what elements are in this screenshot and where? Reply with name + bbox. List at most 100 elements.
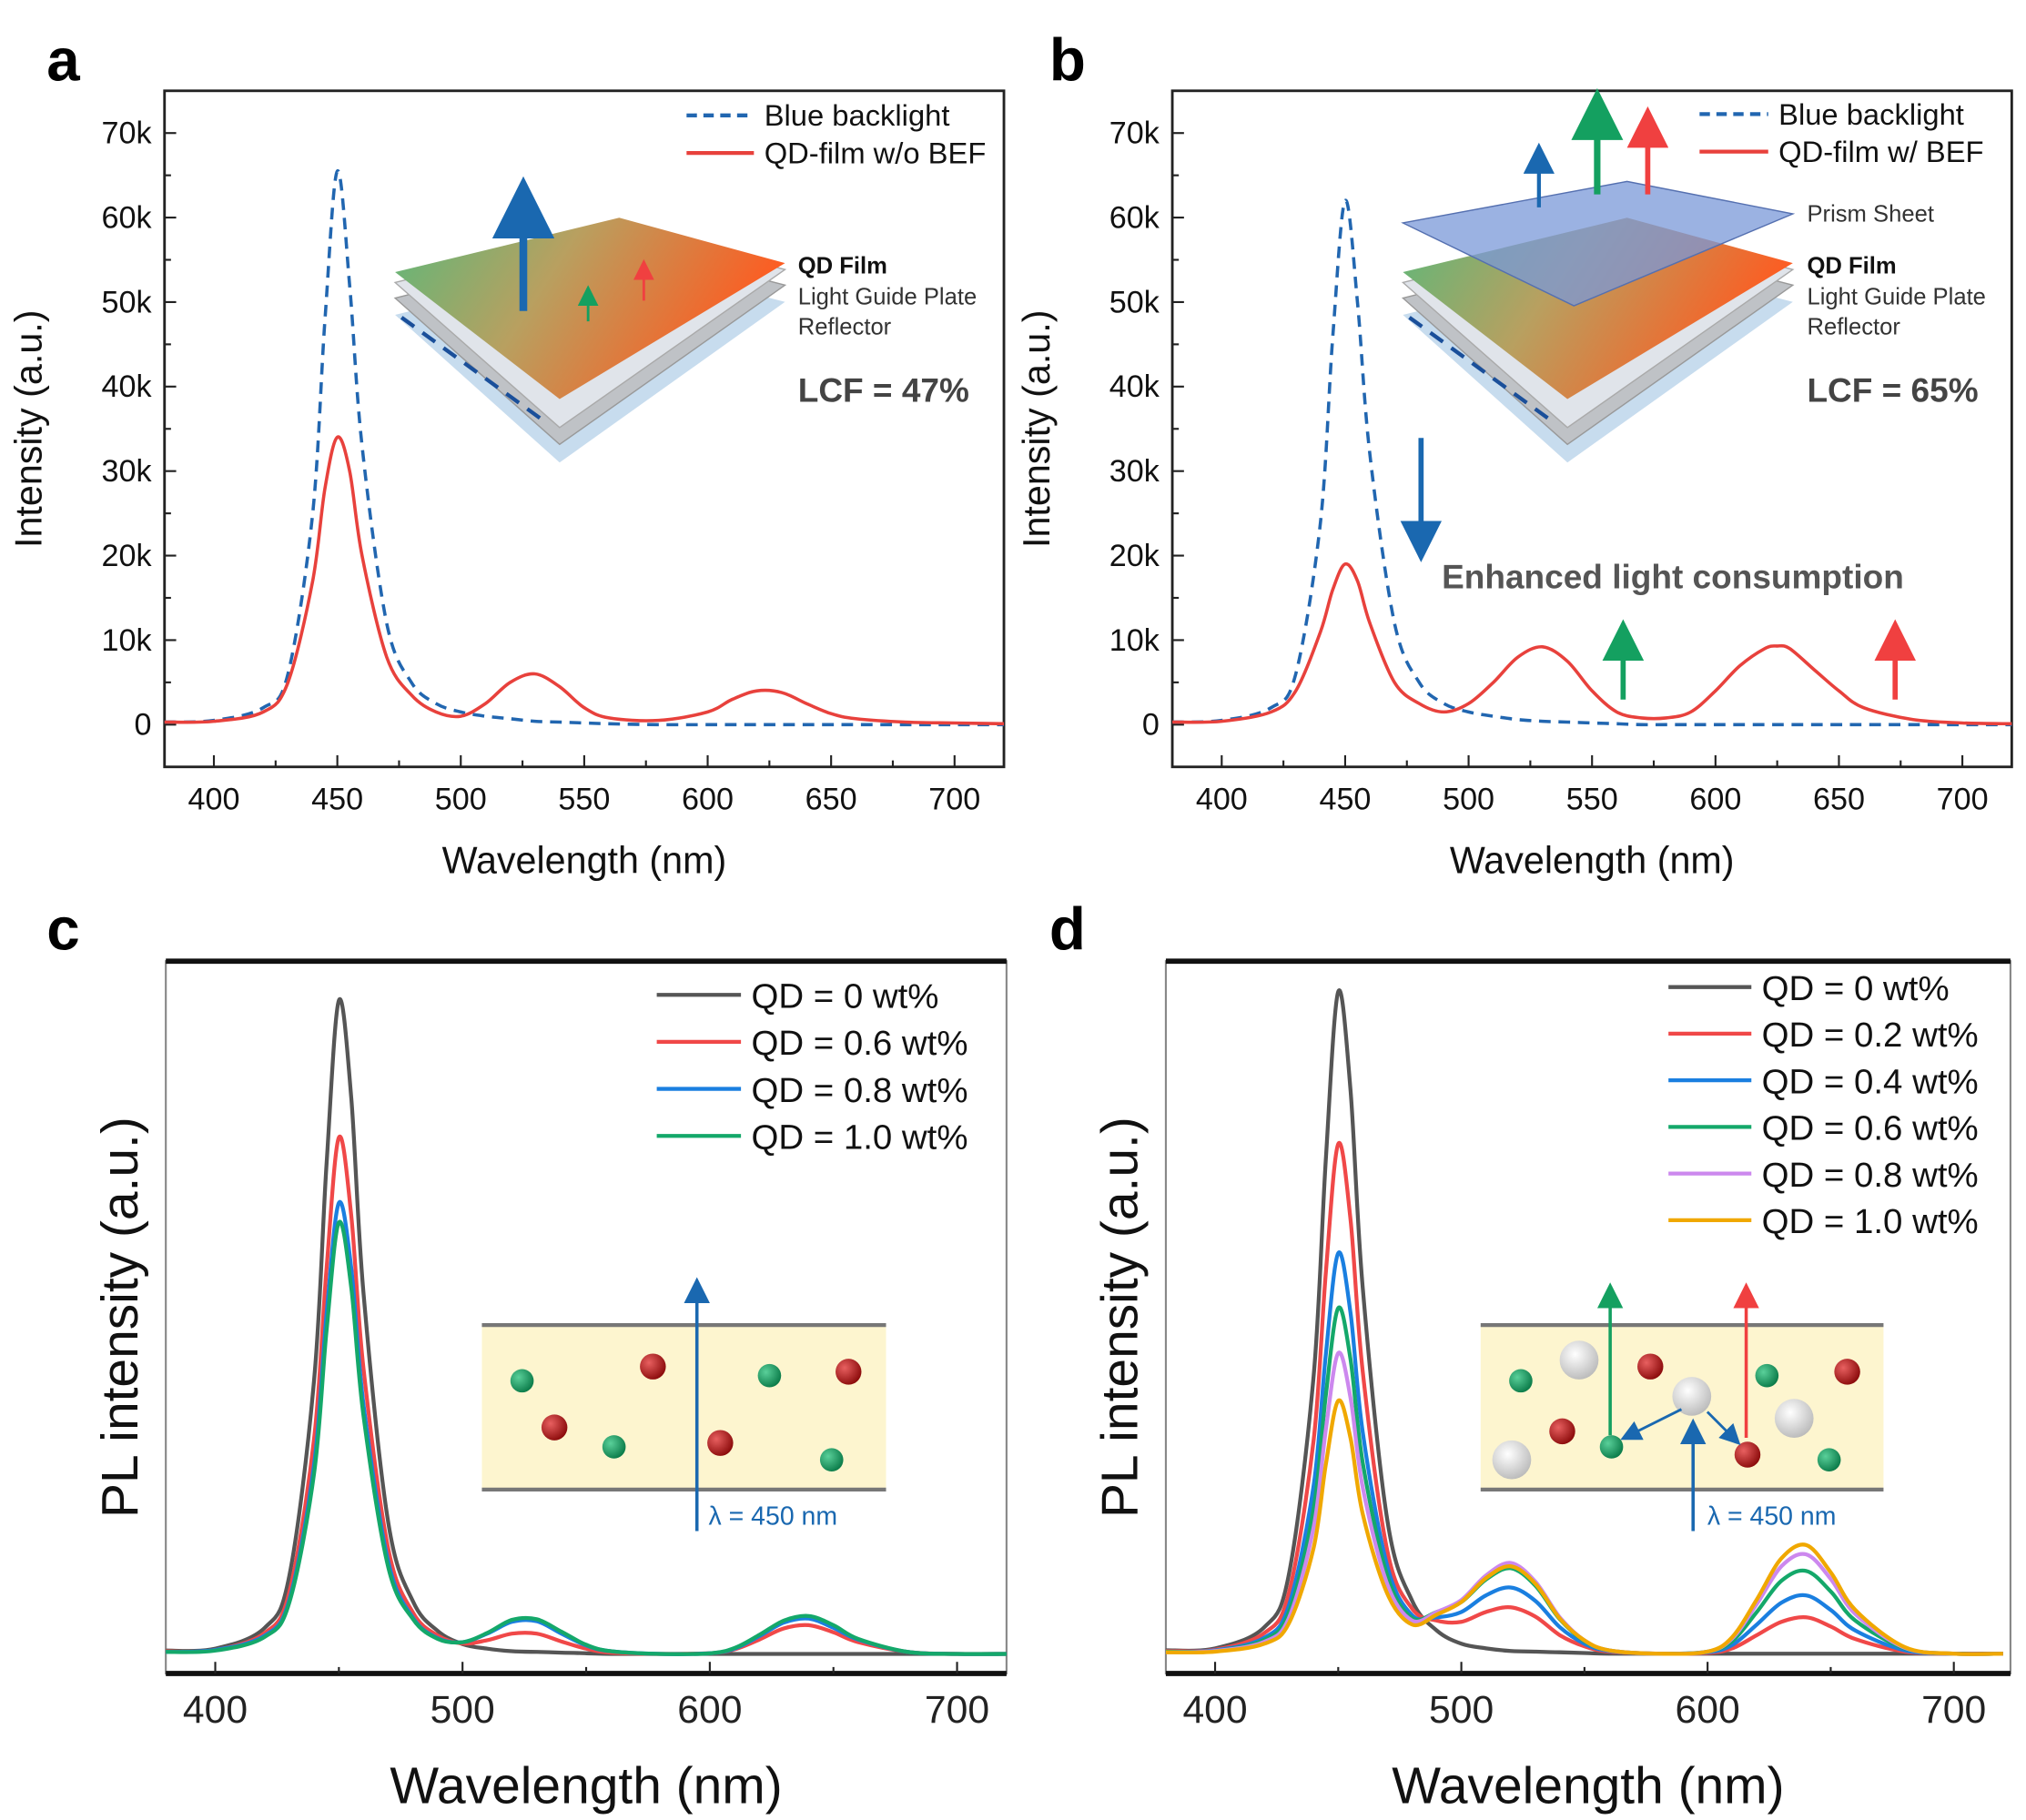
x-tick-label: 700	[1937, 783, 1989, 817]
x-tick-label: 550	[558, 783, 610, 817]
annotation-enhanced-light: Enhanced light consumption	[1442, 558, 1904, 595]
label-qd-film: QD Film	[1807, 253, 1896, 278]
x-tick-label: 400	[1196, 783, 1248, 817]
label-prism-sheet: Prism Sheet	[1807, 202, 1933, 228]
legend-label: QD = 0.6 wt%	[1762, 1109, 1979, 1148]
series-line-qd-0-wt-	[1165, 988, 2003, 1656]
series-line-blue-backlight	[164, 169, 1005, 727]
x-tick-label: 700	[928, 783, 980, 817]
y-tick-label: 40k	[101, 369, 152, 404]
y-tick-label: 30k	[101, 454, 152, 489]
legend: QD = 0 wt% QD = 0.6 wt% QD = 0.8 wt% QD = 1…	[656, 976, 967, 1157]
label-qd-film: QD Film	[798, 253, 887, 278]
red-qd-dots	[1549, 1353, 1860, 1468]
scatter-arrow-icon	[1706, 1410, 1741, 1446]
x-tick-label: 400	[183, 1688, 248, 1732]
x-tick-label: 450	[1319, 783, 1371, 817]
scatter-arrow-icon	[1620, 1408, 1683, 1441]
legend-label: QD-film w/o BEF	[765, 136, 987, 169]
series-line-qd-0-6-wt-	[166, 1134, 1007, 1656]
y-tick-label: 70k	[101, 116, 152, 151]
lcf-value: LCF = 65%	[1807, 371, 1978, 409]
prism-sheet-layer	[1401, 180, 1796, 307]
legend: QD = 0 wt% QD = 0.2 wt% QD = 0.4 wt% QD = 0…	[1668, 969, 1979, 1241]
x-axis-label: Wavelength (nm)	[1450, 839, 1735, 881]
x-axis-label: Wavelength (nm)	[390, 1756, 782, 1815]
x-axis-label: Wavelength (nm)	[442, 839, 727, 881]
legend-label: QD = 0.4 wt%	[1762, 1062, 1979, 1101]
legend-label: QD = 0 wt%	[1762, 969, 1950, 1008]
x-tick-label: 700	[925, 1688, 989, 1732]
series-line-qd-0-4-wt-	[1165, 1250, 2003, 1656]
panel-label-a: a	[46, 26, 80, 93]
y-tick-label: 10k	[101, 623, 152, 658]
y-axis-label: Intensity (a.u.)	[8, 310, 50, 548]
legend: Blue backlight QD-film w/o BEF	[686, 98, 986, 169]
legend-label: QD = 0.8 wt%	[751, 1071, 967, 1110]
panel-label-d: d	[1049, 895, 1086, 962]
x-tick-label: 450	[311, 783, 363, 817]
y-tick-label: 70k	[1109, 116, 1160, 151]
legend-label: QD = 0.8 wt%	[1762, 1156, 1979, 1195]
panel-label-b: b	[1049, 26, 1086, 93]
legend-label: QD = 1.0 wt%	[751, 1117, 967, 1157]
series-line-qd-film-w-bef	[1172, 561, 2012, 726]
label-reflector: Reflector	[798, 314, 892, 339]
series-line-qd-0-2-wt-	[1165, 1140, 2003, 1656]
y-tick-label: 50k	[101, 285, 152, 319]
inset-qd-film-c: λ = 450 nm	[481, 1277, 886, 1532]
green-qd-dots	[510, 1363, 844, 1471]
scattering-particles	[1492, 1340, 1814, 1480]
x-tick-label: 650	[1813, 783, 1865, 817]
qd-film-layer	[395, 217, 785, 399]
y-axis-label: PL intensity (a.u.)	[91, 1117, 149, 1518]
excitation-label: λ = 450 nm	[1707, 1502, 1837, 1531]
x-tick-label: 650	[805, 783, 857, 817]
y-tick-label: 20k	[101, 539, 152, 573]
x-tick-label: 400	[188, 783, 240, 817]
y-tick-label: 20k	[1109, 539, 1160, 573]
x-tick-label: 500	[431, 1688, 495, 1732]
green-qd-dots	[1509, 1363, 1841, 1471]
label-reflector: Reflector	[1807, 314, 1900, 339]
inset-qd-film-d: λ = 450 nm	[1480, 1282, 1884, 1532]
legend-label: QD-film w/ BEF	[1778, 135, 1983, 168]
x-tick-label: 600	[1689, 783, 1741, 817]
y-tick-label: 30k	[1109, 454, 1160, 489]
label-light-guide-plate: Light Guide Plate	[1807, 285, 1985, 310]
x-tick-label: 400	[1182, 1688, 1247, 1732]
y-tick-label: 10k	[1109, 623, 1160, 658]
series-line-qd-1-0-wt-	[166, 1219, 1007, 1656]
x-tick-label: 600	[682, 783, 734, 817]
lcf-value: LCF = 47%	[798, 371, 969, 409]
y-tick-label: 40k	[1109, 369, 1160, 404]
series-line-qd-film-w-o-bef	[164, 435, 1005, 726]
legend-label: QD = 1.0 wt%	[1762, 1202, 1979, 1241]
series-line-qd-0-wt-	[166, 996, 1007, 1656]
legend-label: Blue backlight	[1778, 97, 1964, 131]
x-tick-label: 500	[435, 783, 487, 817]
series-line-qd-1-0-wt-	[1165, 1398, 2003, 1656]
y-axis-label: PL intensity (a.u.)	[1091, 1117, 1150, 1518]
y-tick-label: 0	[1142, 708, 1160, 743]
legend-label: QD = 0 wt%	[751, 976, 938, 1016]
x-axis-label: Wavelength (nm)	[1392, 1756, 1784, 1815]
legend-label: Blue backlight	[765, 98, 950, 132]
series-line-qd-0-8-wt-	[1165, 1350, 2003, 1656]
x-tick-label: 600	[677, 1688, 742, 1732]
red-qd-dots	[541, 1353, 862, 1456]
inset-backlight-stack-b: Prism Sheet QD Film Light Guide Plate Re…	[1400, 87, 1986, 700]
y-axis-label: Intensity (a.u.)	[1016, 310, 1058, 548]
excitation-label: λ = 450 nm	[709, 1502, 838, 1531]
series-line-blue-backlight	[1172, 198, 2012, 727]
x-tick-label: 700	[1921, 1688, 1986, 1732]
inset-backlight-stack-a: QD Film Light Guide Plate Reflector LCF …	[393, 176, 977, 463]
chart-c: 400 500 600 700 Wavelength (nm) PL intensity …	[91, 958, 1008, 1815]
label-light-guide-plate: Light Guide Plate	[798, 285, 977, 310]
y-tick-label: 0	[135, 708, 152, 743]
chart-d: 400 500 600 700 Wavelength (nm) PL intensity …	[1091, 958, 2011, 1815]
legend-label: QD = 0.2 wt%	[1762, 1016, 1979, 1055]
x-tick-label: 550	[1566, 783, 1618, 817]
panel-label-c: c	[46, 895, 79, 962]
